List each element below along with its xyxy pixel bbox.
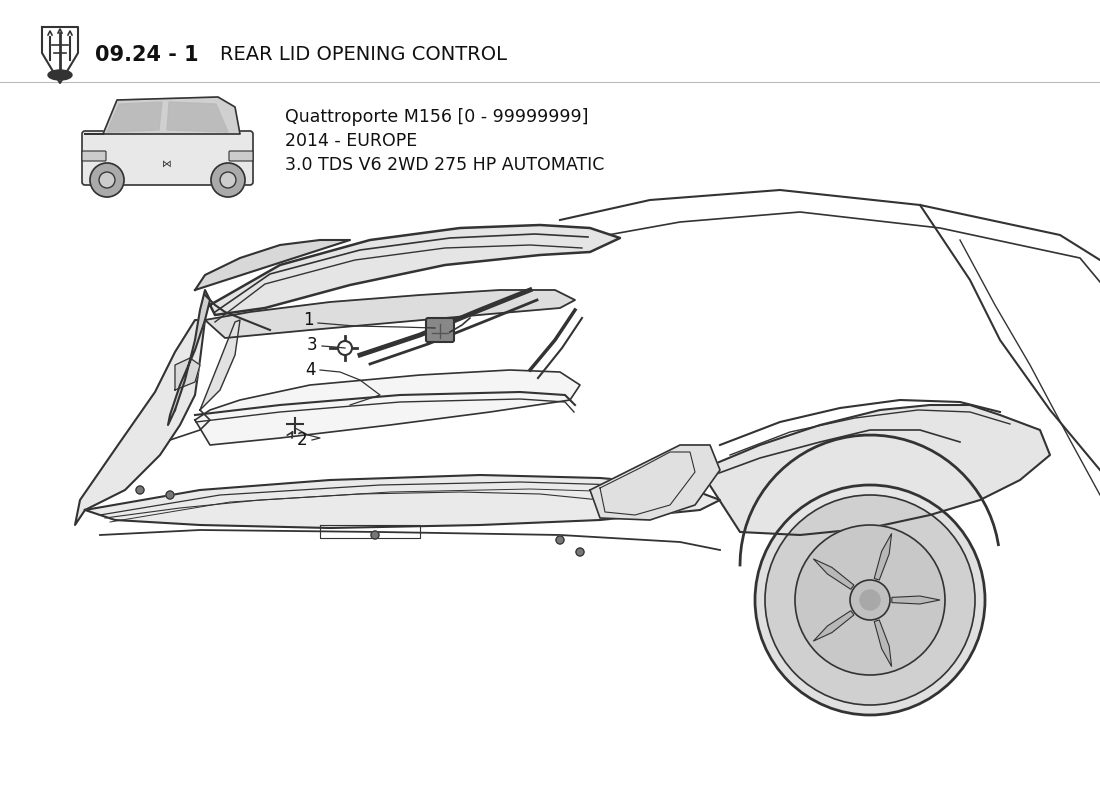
Text: ⋈: ⋈ <box>162 159 172 169</box>
Text: 2014 - EUROPE: 2014 - EUROPE <box>285 132 417 150</box>
Circle shape <box>211 163 245 197</box>
Circle shape <box>755 485 984 715</box>
Polygon shape <box>167 102 228 132</box>
Text: REAR LID OPENING CONTROL: REAR LID OPENING CONTROL <box>220 46 507 65</box>
Circle shape <box>371 531 380 539</box>
Polygon shape <box>195 370 580 445</box>
Text: 2: 2 <box>297 431 307 449</box>
Circle shape <box>860 590 880 610</box>
Ellipse shape <box>48 70 72 80</box>
Text: 3.0 TDS V6 2WD 275 HP AUTOMATIC: 3.0 TDS V6 2WD 275 HP AUTOMATIC <box>285 156 604 174</box>
Circle shape <box>220 172 236 188</box>
Polygon shape <box>205 290 575 338</box>
Circle shape <box>99 172 116 188</box>
Circle shape <box>850 580 890 620</box>
Polygon shape <box>892 596 940 604</box>
Polygon shape <box>175 358 200 390</box>
Polygon shape <box>874 534 892 580</box>
Polygon shape <box>210 225 620 315</box>
Polygon shape <box>813 610 854 641</box>
Text: 09.24 - 1: 09.24 - 1 <box>95 45 199 65</box>
Polygon shape <box>107 102 162 132</box>
Circle shape <box>556 536 564 544</box>
Polygon shape <box>200 320 240 410</box>
Circle shape <box>166 491 174 499</box>
Polygon shape <box>168 290 210 425</box>
FancyBboxPatch shape <box>82 151 106 161</box>
FancyBboxPatch shape <box>82 131 253 185</box>
Text: 1: 1 <box>302 311 313 329</box>
Circle shape <box>90 163 124 197</box>
Polygon shape <box>195 240 350 290</box>
Text: Quattroporte M156 [0 - 99999999]: Quattroporte M156 [0 - 99999999] <box>285 108 588 126</box>
Polygon shape <box>590 445 720 520</box>
Polygon shape <box>700 405 1050 535</box>
Text: 3: 3 <box>307 336 317 354</box>
Circle shape <box>338 341 352 355</box>
Circle shape <box>764 495 975 705</box>
Polygon shape <box>85 97 240 134</box>
Polygon shape <box>75 320 205 525</box>
FancyBboxPatch shape <box>426 318 454 342</box>
Circle shape <box>795 525 945 675</box>
FancyBboxPatch shape <box>229 151 253 161</box>
Circle shape <box>136 486 144 494</box>
Polygon shape <box>874 620 892 666</box>
Polygon shape <box>85 475 721 528</box>
Polygon shape <box>813 559 854 590</box>
Text: 4: 4 <box>305 361 316 379</box>
Circle shape <box>576 548 584 556</box>
